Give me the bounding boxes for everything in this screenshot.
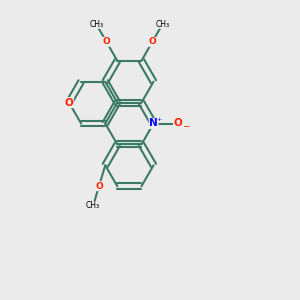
Text: +: + [157,117,162,122]
Text: O: O [103,38,110,46]
Text: −: − [182,122,189,130]
Text: CH₃: CH₃ [86,201,100,210]
Text: O: O [174,118,182,128]
Text: O: O [95,182,103,190]
Text: N: N [149,118,158,128]
Text: CH₃: CH₃ [89,20,103,28]
Text: CH₃: CH₃ [155,20,170,28]
Text: O: O [65,98,74,108]
Text: O: O [148,38,156,46]
